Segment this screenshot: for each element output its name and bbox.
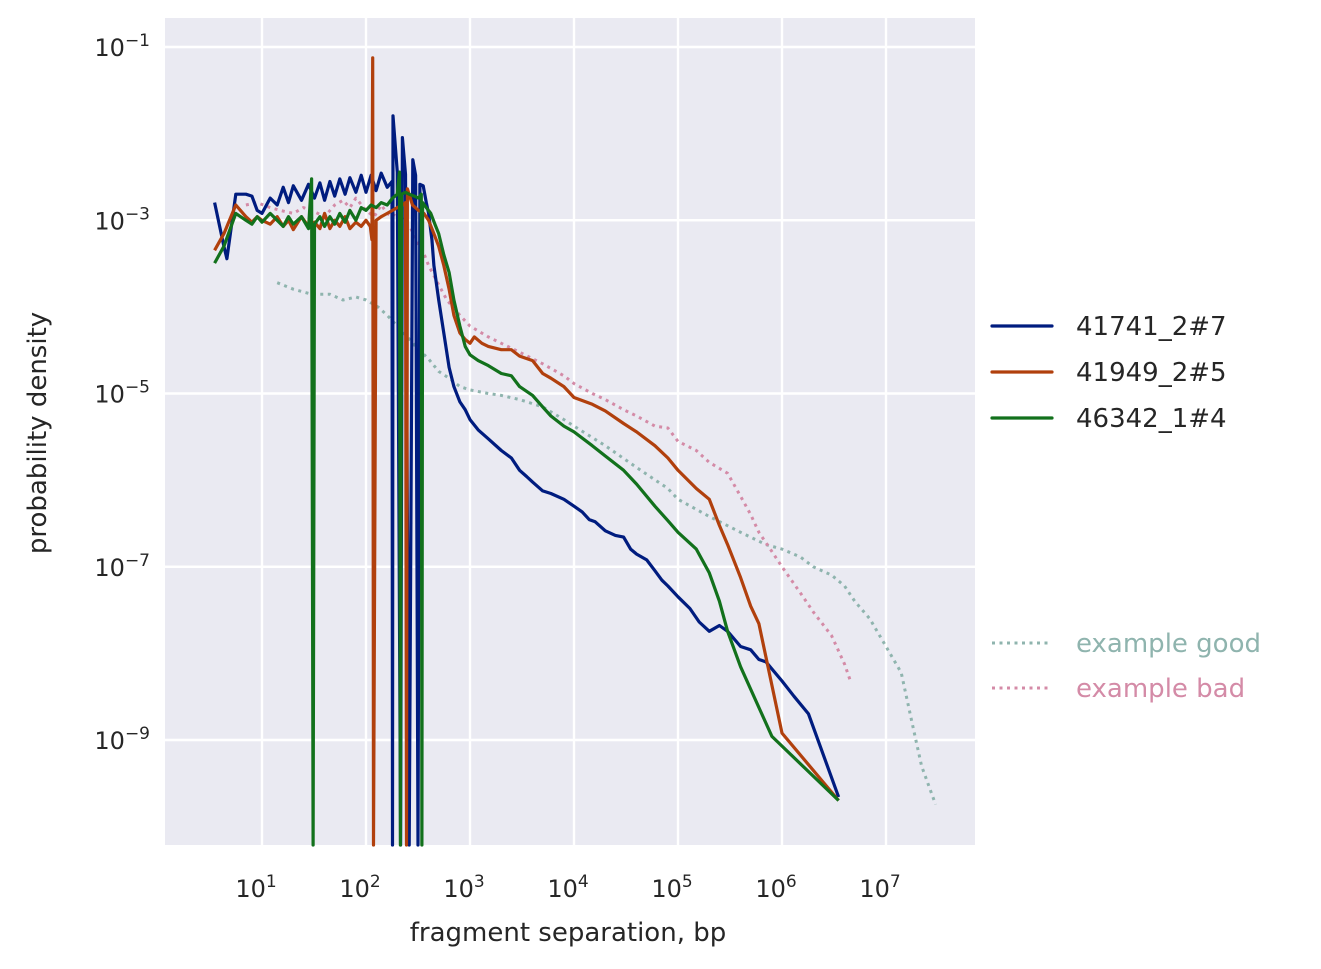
y-tick-label: 10−9: [94, 724, 150, 755]
y-tick-label: 10−7: [94, 551, 150, 582]
y-tick-base: 10: [94, 207, 125, 235]
x-tick-label: 102: [339, 872, 380, 903]
legend-label: 41741_2#7: [1076, 312, 1227, 342]
legend: 41741_2#7 41949_2#5 46342_1#4: [990, 312, 1227, 434]
x-tick-exponent: 3: [474, 872, 485, 892]
y-tick-exponent: −1: [125, 31, 150, 51]
series-layer: [213, 56, 938, 847]
y-tick-base: 10: [94, 34, 125, 62]
x-tick-base: 10: [755, 875, 786, 903]
x-tick-label: 107: [859, 872, 900, 903]
y-tick-base: 10: [94, 727, 125, 755]
x-tick-label: 103: [443, 872, 484, 903]
x-tick-label: 104: [547, 872, 588, 903]
grid: [165, 18, 975, 845]
y-tick-exponent: −9: [125, 724, 150, 744]
y-tick-label: 10−5: [94, 378, 150, 409]
x-tick-label: 105: [651, 872, 692, 903]
x-tick-labels: 101 102 103 104 105 106 107: [235, 872, 900, 903]
y-tick-labels: 10−110−310−510−710−9: [94, 31, 150, 755]
y-tick-exponent: −7: [125, 551, 150, 571]
x-tick-exponent: 7: [890, 872, 901, 892]
legend-examples: example good example bad: [992, 629, 1261, 704]
y-tick-label: 10−1: [94, 31, 150, 62]
series-line-41741-2-7: [213, 114, 841, 847]
x-axis-label: fragment separation, bp: [410, 918, 726, 948]
legend-label: example bad: [1076, 674, 1245, 704]
x-tick-exponent: 2: [370, 872, 381, 892]
x-tick-base: 10: [547, 875, 578, 903]
x-tick-exponent: 5: [682, 872, 693, 892]
y-tick-base: 10: [94, 554, 125, 582]
x-tick-base: 10: [859, 875, 890, 903]
x-tick-base: 10: [339, 875, 370, 903]
y-tick-label: 10−3: [94, 204, 150, 235]
legend-label: example good: [1076, 629, 1261, 659]
x-tick-label: 106: [755, 872, 796, 903]
series-line-46342-1-4: [213, 170, 840, 847]
x-tick-base: 10: [235, 875, 266, 903]
x-tick-exponent: 6: [786, 872, 797, 892]
x-tick-exponent: 4: [578, 872, 589, 892]
plot-background: [165, 18, 975, 845]
x-tick-base: 10: [651, 875, 682, 903]
legend-label: 46342_1#4: [1076, 404, 1227, 434]
y-axis-label: probability density: [23, 312, 53, 554]
x-tick-base: 10: [443, 875, 474, 903]
y-tick-exponent: −5: [125, 378, 150, 398]
series-line-example-bad: [245, 196, 852, 680]
x-tick-label: 101: [235, 872, 276, 903]
legend-label: 41949_2#5: [1076, 358, 1227, 388]
x-tick-exponent: 1: [266, 872, 277, 892]
y-tick-exponent: −3: [125, 204, 150, 224]
y-tick-base: 10: [94, 381, 125, 409]
